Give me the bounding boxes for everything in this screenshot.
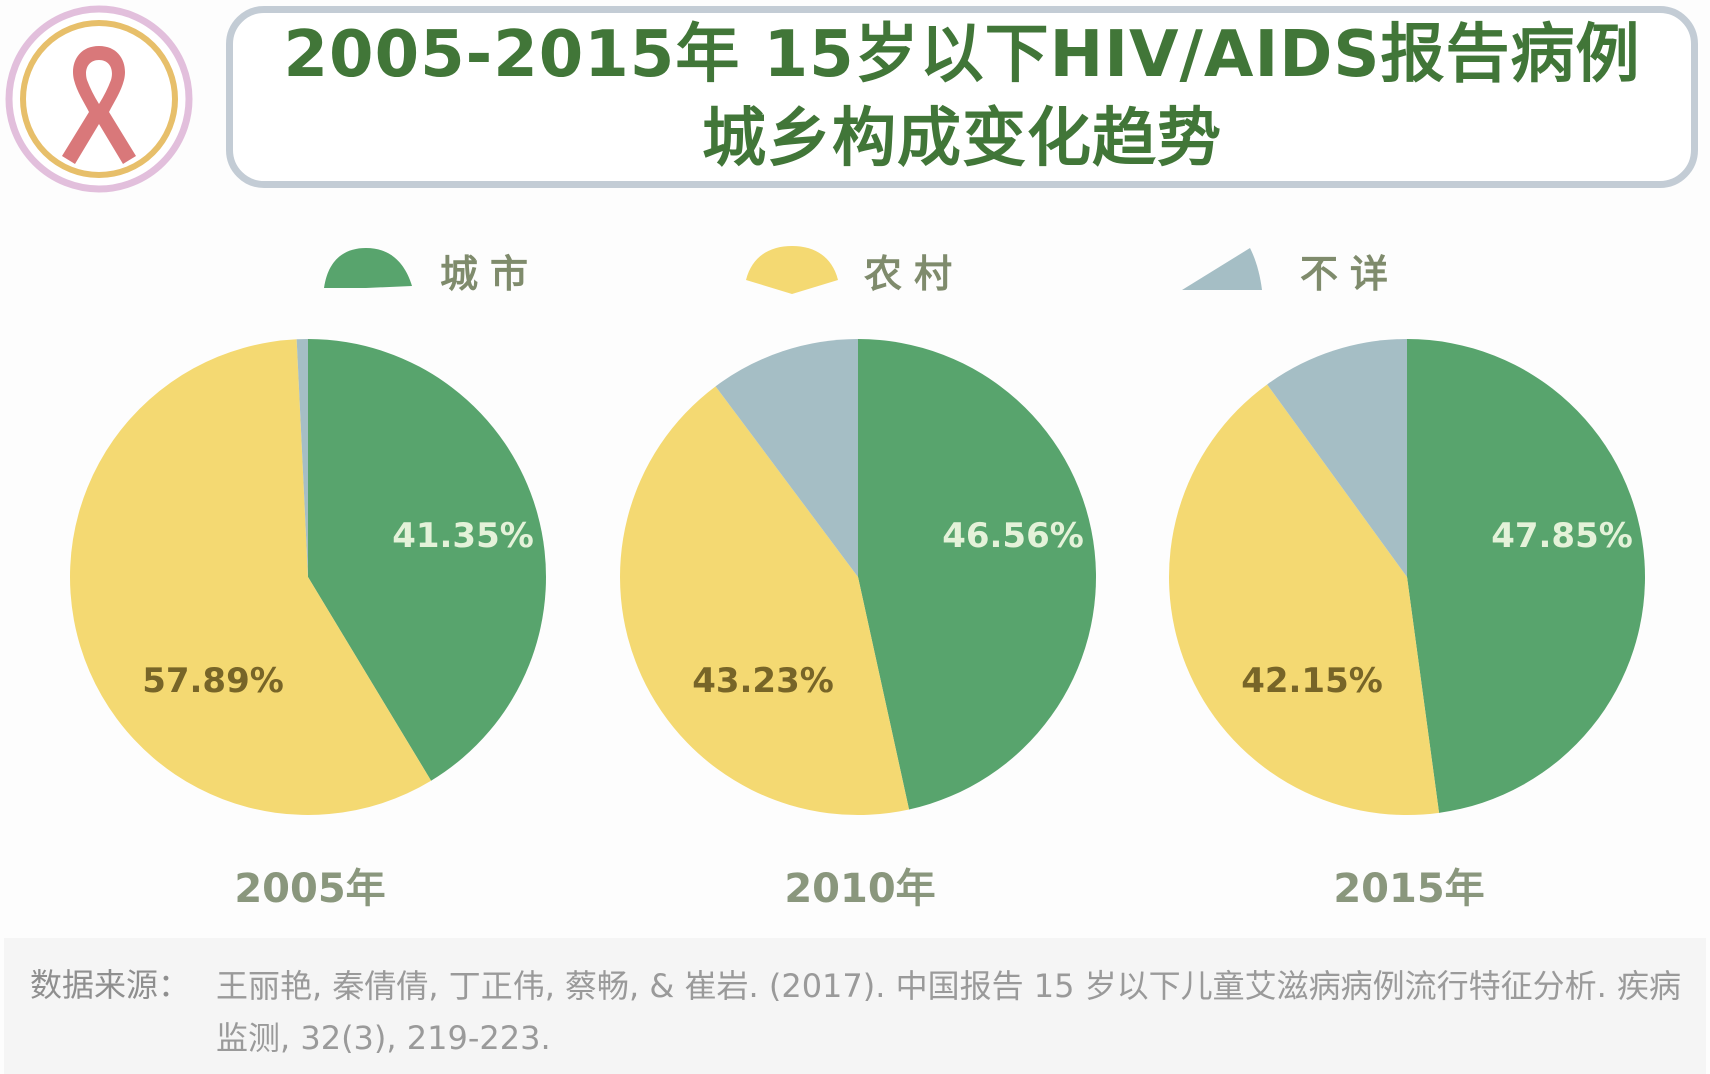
pie-chart-2010: 46.56% 43.23% [620,339,1097,815]
source-label: 数据来源： [30,966,191,1004]
title-box: 2005-2015年 15岁以下HIV/AIDS报告病例 城乡构成变化趋势 [226,6,1698,188]
pie-label-rural: 43.23% [692,661,834,701]
pie-label-rural: 42.15% [1241,661,1383,701]
page-title-line-2: 城乡构成变化趋势 [702,102,1222,176]
source-citation: 王丽艳, 秦倩倩, 丁正伟, 蔡畅, & 崔岩. (2017). 中国报告 15… [216,967,1682,1057]
pie-title-2010: 2010年 [784,866,936,912]
legend-label-urban: 城市 [440,251,541,296]
legend-item-unknown: 不详 [1178,240,1400,300]
pie-label-urban: 47.85% [1491,516,1633,556]
page-title-line-1: 2005-2015年 15岁以下HIV/AIDS报告病例 [283,18,1641,92]
pie-slice-rural [70,339,432,815]
pie-chart-2005: 41.35% 57.89% [70,339,547,815]
pie-label-urban: 46.56% [942,516,1084,556]
logo [4,4,194,194]
legend-item-urban: 城市 [318,240,540,300]
pie-slice-rural [620,386,910,815]
legend-swatch-rural [746,246,838,294]
legend-label-rural: 农村 [864,251,965,296]
source-footer: 数据来源： 王丽艳, 秦倩倩, 丁正伟, 蔡畅, & 崔岩. (2017). 中… [4,938,1706,1074]
aids-ribbon-icon [5,5,193,193]
chart-legend: 城市 农村 不详 [0,240,1710,300]
pie-label-rural: 57.89% [142,661,284,701]
pie-charts: 41.35% 57.89% 46.56% 43.23% 47.85% 42.15% [0,330,1710,830]
pie-slice-urban [308,339,547,781]
legend-swatch-urban [324,248,412,288]
pie-title-2015: 2015年 [1333,866,1485,912]
legend-label-unknown: 不详 [1300,251,1401,296]
pie-slice-unknown [715,339,858,577]
pie-chart-2015: 47.85% 42.15% [1169,339,1646,815]
pie-slice-unknown [1267,339,1407,577]
pie-title-2005: 2005年 [234,866,386,912]
pie-slice-urban [1407,339,1646,813]
legend-swatch-unknown [1182,248,1262,290]
pie-slice-rural [1169,384,1440,815]
pie-slice-unknown [296,339,308,577]
legend-item-rural: 农村 [742,240,964,300]
pie-label-urban: 41.35% [392,516,534,556]
pie-slice-urban [858,339,1097,810]
